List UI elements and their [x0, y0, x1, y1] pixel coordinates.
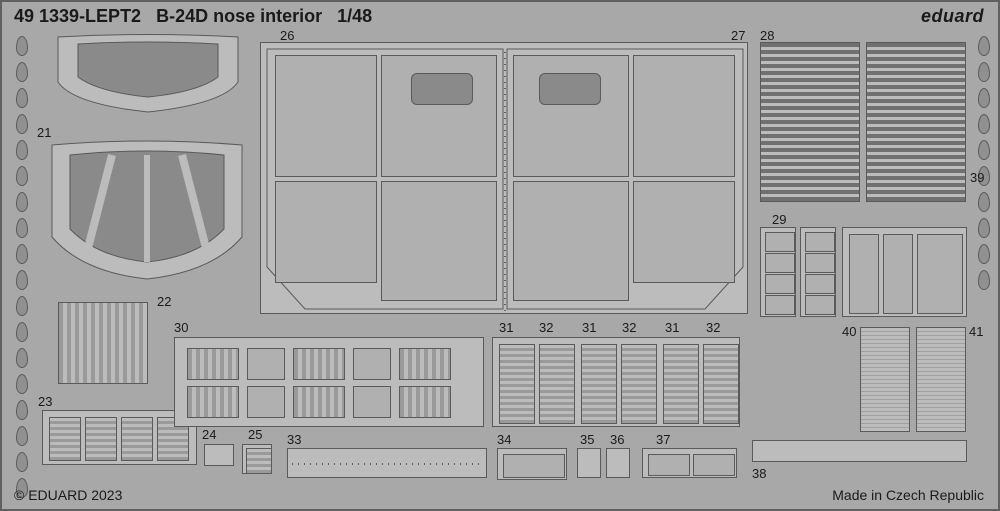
- part-28a: [760, 42, 860, 202]
- origin: Made in Czech Republic: [832, 487, 984, 503]
- label-22: 22: [157, 294, 171, 309]
- label-31a: 31: [499, 320, 513, 335]
- label-23: 23: [38, 394, 52, 409]
- copyright: © EDUARD 2023: [14, 487, 122, 503]
- label-31c: 31: [665, 320, 679, 335]
- label-39: 39: [970, 170, 984, 185]
- label-34: 34: [497, 432, 511, 447]
- part-36: [606, 448, 630, 478]
- label-25: 25: [248, 427, 262, 442]
- part-35: [577, 448, 601, 478]
- label-40: 40: [842, 324, 856, 339]
- part-doors: [260, 42, 748, 314]
- label-26: 26: [280, 28, 294, 43]
- part-34: [497, 448, 567, 480]
- header: 49 1339-LEPT2 B-24D nose interior 1/48: [14, 6, 382, 27]
- part-37: [642, 448, 737, 478]
- label-38: 38: [752, 466, 766, 481]
- part-29b: [800, 227, 836, 317]
- label-32a: 32: [539, 320, 553, 335]
- part-21: [42, 137, 252, 287]
- photoetch-fret: 49 1339-LEPT2 B-24D nose interior 1/48 e…: [0, 0, 1000, 511]
- part-40: [860, 327, 910, 432]
- label-32c: 32: [706, 320, 720, 335]
- label-31b: 31: [582, 320, 596, 335]
- label-24: 24: [202, 427, 216, 442]
- label-36: 36: [610, 432, 624, 447]
- part-31-32-group: [492, 337, 740, 427]
- part-30: [174, 337, 484, 427]
- scale: 1/48: [337, 6, 372, 26]
- part-41: [916, 327, 966, 432]
- title: B-24D nose interior: [156, 6, 322, 26]
- sku: 49 1339-LEPT2: [14, 6, 141, 26]
- label-35: 35: [580, 432, 594, 447]
- brand-logo: eduard: [921, 6, 984, 27]
- part-33: [287, 448, 487, 478]
- label-32b: 32: [622, 320, 636, 335]
- label-27: 27: [731, 28, 745, 43]
- part-38: [752, 440, 967, 462]
- part-21-top: [48, 32, 248, 122]
- part-24: [204, 444, 234, 466]
- part-29a: [760, 227, 796, 317]
- part-28b: [866, 42, 966, 202]
- label-29: 29: [772, 212, 786, 227]
- label-33: 33: [287, 432, 301, 447]
- label-37: 37: [656, 432, 670, 447]
- label-28: 28: [760, 28, 774, 43]
- label-41: 41: [969, 324, 983, 339]
- part-22: [58, 302, 148, 384]
- part-25: [242, 444, 272, 474]
- label-30: 30: [174, 320, 188, 335]
- part-detail-right: [842, 227, 967, 317]
